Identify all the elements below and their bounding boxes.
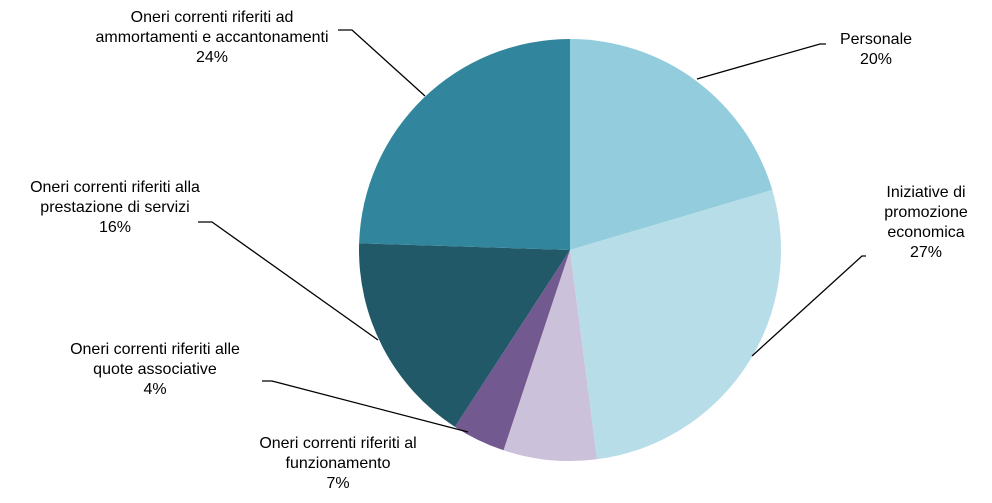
slice-name: Oneri correnti riferiti ad ammortamenti … bbox=[95, 9, 329, 46]
pie-slice bbox=[503, 250, 597, 462]
slice-percent: 20% bbox=[859, 51, 893, 68]
slice-name: Oneri correnti riferiti alle quote assoc… bbox=[70, 341, 240, 378]
slice-percent: 27% bbox=[909, 244, 943, 261]
slice-percent: 4% bbox=[143, 381, 167, 398]
slice-percent: 24% bbox=[195, 49, 229, 66]
slice-name: Iniziative di promozione economica bbox=[884, 184, 968, 241]
slice-name: Oneri correnti riferiti alla prestazione… bbox=[30, 179, 200, 216]
slice-name: Personale bbox=[839, 31, 913, 48]
slice-percent: 16% bbox=[98, 219, 132, 236]
leader-line bbox=[198, 221, 379, 341]
data-label: Oneri correnti riferiti ad ammortamenti … bbox=[87, 8, 337, 68]
pie-slice bbox=[359, 39, 570, 250]
slice-name: Oneri correnti riferiti al funzionamento bbox=[259, 435, 417, 472]
pie-slice bbox=[570, 189, 782, 460]
data-label: Oneri correnti riferiti alle quote assoc… bbox=[58, 340, 253, 400]
leader-line bbox=[696, 43, 826, 80]
pie-slice bbox=[454, 250, 570, 451]
data-label: Oneri correnti riferiti alla prestazione… bbox=[15, 178, 215, 238]
leader-line bbox=[751, 255, 866, 357]
leader-line bbox=[338, 29, 426, 97]
data-label: Iniziative di promozione economica 27% bbox=[866, 183, 986, 263]
slice-percent: 7% bbox=[326, 475, 350, 492]
data-label: Personale 20% bbox=[806, 30, 946, 70]
leader-line bbox=[262, 380, 469, 433]
pie-slice bbox=[359, 243, 570, 427]
data-label: Oneri correnti riferiti al funzionamento… bbox=[228, 434, 448, 494]
pie-slice bbox=[570, 39, 773, 250]
